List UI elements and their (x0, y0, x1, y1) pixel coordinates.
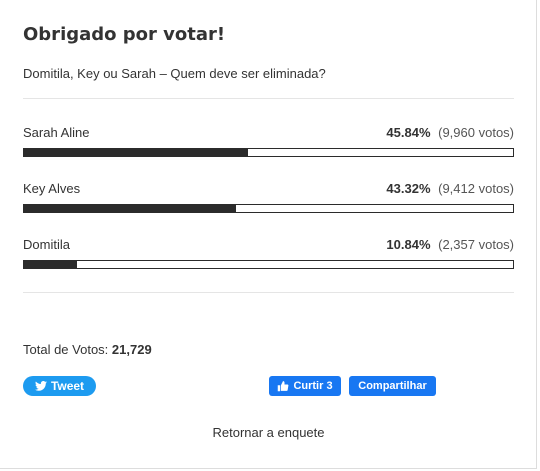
total-votes-count: 21,729 (111, 342, 152, 357)
answer-percent: 45.84% (386, 125, 431, 140)
answer-percent: 43.32% (386, 181, 431, 196)
thumbs-up-icon (278, 381, 289, 392)
result-bar-fill (24, 205, 236, 212)
answer-label: Sarah Aline (23, 125, 90, 140)
poll-question: Domitila, Key ou Sarah – Quem deve ser e… (23, 66, 326, 81)
facebook-share-button[interactable]: Compartilhar (349, 376, 436, 396)
twitter-bird-icon (34, 381, 47, 391)
result-bar-fill (24, 261, 77, 268)
answer-stats: 43.32% (9,412 votos) (386, 181, 514, 196)
result-bar (23, 148, 514, 157)
divider (23, 98, 514, 99)
answer-votes: (9,412 votos) (438, 181, 514, 196)
divider (23, 292, 514, 293)
result-bar (23, 204, 514, 213)
poll-answer-key-alves: Key Alves 43.32% (9,412 votos) (23, 181, 514, 221)
facebook-like-button[interactable]: Curtir 3 (269, 376, 341, 396)
answer-stats: 10.84% (2,357 votos) (386, 237, 514, 252)
answer-votes: (2,357 votos) (438, 237, 514, 252)
answer-label: Domitila (23, 237, 70, 252)
poll-answer-domitila: Domitila 10.84% (2,357 votos) (23, 237, 514, 277)
answer-percent: 10.84% (386, 237, 431, 252)
return-to-poll-link[interactable]: Retornar a enquete (212, 425, 325, 440)
result-bar-fill (24, 149, 249, 156)
answer-votes: (9,960 votos) (438, 125, 514, 140)
answer-stats: 45.84% (9,960 votos) (386, 125, 514, 140)
tweet-button[interactable]: Tweet (23, 376, 96, 396)
poll-answer-sarah-aline: Sarah Aline 45.84% (9,960 votos) (23, 125, 514, 165)
result-bar (23, 260, 514, 269)
share-label: Compartilhar (358, 380, 427, 392)
total-votes: Total de Votos: 21,729 (23, 342, 152, 357)
answer-label: Key Alves (23, 181, 81, 196)
page-title: Obrigado por votar! (23, 24, 226, 45)
like-label: Curtir 3 (293, 380, 333, 392)
tweet-label: Tweet (50, 379, 85, 393)
total-votes-label: Total de Votos: (23, 342, 109, 357)
